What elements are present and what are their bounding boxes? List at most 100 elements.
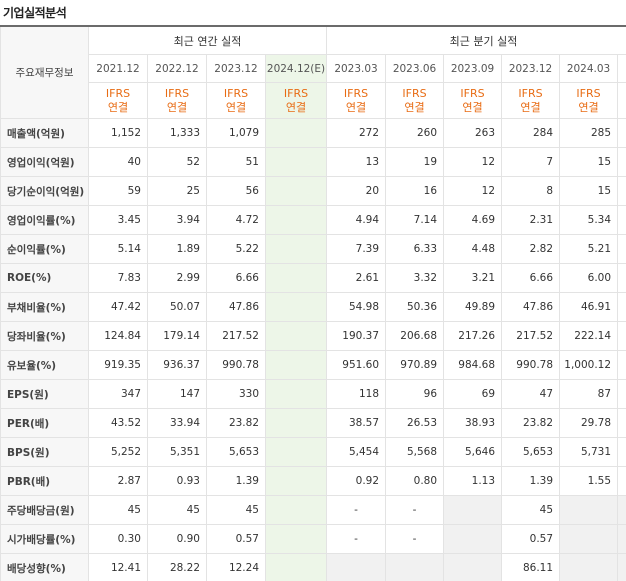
ifrs-line-1: IFRS [402, 86, 427, 100]
table-row: PBR(배) 2.87 0.93 1.39 0.92 0.80 1.13 1.39 1.55 [0, 466, 626, 496]
main-info-header: 주요재무정보 [0, 25, 89, 119]
table-row: 당기순이익(억원) 59 25 56 20 16 12 8 15 [0, 176, 626, 206]
quarter-value-cell: 5.21 [559, 234, 619, 264]
quarter-value-cell: 222.14 [559, 321, 619, 351]
quarter-value-cell: 38.57 [326, 408, 387, 438]
quarter-value-cell: 285 [559, 118, 619, 148]
period-header: 2021.12 [88, 54, 148, 83]
annual-value-cell: 40 [88, 147, 148, 177]
annual-value-cell: 47.42 [88, 292, 148, 322]
partial-column-cell [617, 408, 626, 438]
quarter-value-cell: - [385, 495, 445, 525]
annual-value-cell: 1,152 [88, 118, 148, 148]
ifrs-line-2: 연결 [345, 100, 367, 114]
quarter-value-cell: 86.11 [501, 553, 561, 581]
annual-value-cell: 0.93 [147, 466, 207, 496]
quarter-value-cell [385, 553, 445, 581]
annual-value-cell: 45 [88, 495, 148, 525]
table-row: 영업이익(억원) 40 52 51 13 19 12 7 15 [0, 147, 626, 177]
annual-value-cell: 52 [147, 147, 207, 177]
ifrs-line-1: IFRS [223, 86, 249, 100]
ifrs-label: IFRS 연결 [501, 82, 561, 119]
row-label: BPS(원) [0, 437, 89, 467]
partial-column-header [617, 54, 626, 83]
annual-value-cell: 45 [206, 495, 266, 525]
annual-value-cell [264, 176, 328, 206]
quarter-value-cell: 1.13 [443, 466, 503, 496]
partial-column-cell [617, 292, 626, 322]
annual-value-cell: 47.86 [206, 292, 266, 322]
quarter-value-cell: 5,646 [443, 437, 503, 467]
row-label: 부채비율(%) [0, 292, 89, 322]
quarter-value-cell: 990.78 [501, 350, 561, 380]
row-label: 주당배당금(원) [0, 495, 89, 525]
partial-column-header [617, 82, 626, 119]
quarter-value-cell: 54.98 [326, 292, 387, 322]
table-row: 매출액(억원) 1,152 1,333 1,079 272 260 263 284 285 [0, 118, 626, 148]
annual-value-cell [264, 234, 328, 264]
quarter-value-cell: 5,731 [559, 437, 619, 467]
annual-value-cell: 919.35 [88, 350, 148, 380]
quarter-value-cell [443, 553, 503, 581]
annual-value-cell: 990.78 [206, 350, 266, 380]
period-header: 2023.09 [443, 54, 503, 83]
ifrs-line-1: IFRS [105, 86, 131, 100]
row-label: 시가배당률(%) [0, 524, 89, 554]
annual-value-cell [264, 147, 328, 177]
quarter-value-cell [559, 553, 619, 581]
quarter-value-cell [326, 553, 387, 581]
table-body: 매출액(억원) 1,152 1,333 1,079 272 260 263 284 285 영업이… [0, 118, 626, 581]
ifrs-line-1: IFRS [518, 86, 543, 100]
quarter-value-cell: 29.78 [559, 408, 619, 438]
table-row: PER(배) 43.52 33.94 23.82 38.57 26.53 38.93 23.8… [0, 408, 626, 438]
table-row: BPS(원) 5,252 5,351 5,653 5,454 5,568 5,646 5,65… [0, 437, 626, 467]
table-row: 영업이익률(%) 3.45 3.94 4.72 4.94 7.14 4.69 2.31 5.34 [0, 205, 626, 235]
annual-value-cell: 33.94 [147, 408, 207, 438]
quarter-value-cell: 13 [326, 147, 387, 177]
quarter-value-cell: 0.80 [385, 466, 445, 496]
annual-value-cell [264, 263, 328, 293]
quarter-value-cell: 263 [443, 118, 503, 148]
table-row: ROE(%) 7.83 2.99 6.66 2.61 3.32 3.21 6.66 6.00 [0, 263, 626, 293]
row-label: 영업이익(억원) [0, 147, 89, 177]
annual-value-cell: 347 [88, 379, 148, 409]
period-header: 2022.12 [147, 54, 207, 83]
partial-column-cell [617, 350, 626, 380]
annual-value-cell: 936.37 [147, 350, 207, 380]
ifrs-label: IFRS 연결 [385, 82, 445, 119]
annual-value-cell: 1,079 [206, 118, 266, 148]
quarter-value-cell: 217.52 [501, 321, 561, 351]
period-header: 2023.03 [326, 54, 387, 83]
quarter-value-cell: 0.57 [501, 524, 561, 554]
annual-value-cell: 12.24 [206, 553, 266, 581]
quarter-value-cell [443, 495, 503, 525]
row-label: ROE(%) [0, 263, 89, 293]
annual-value-cell: 5.22 [206, 234, 266, 264]
quarter-value-cell: 7.14 [385, 205, 445, 235]
annual-value-cell [264, 437, 328, 467]
quarter-value-cell: 984.68 [443, 350, 503, 380]
annual-value-cell: 179.14 [147, 321, 207, 351]
ifrs-line-1: IFRS [283, 86, 309, 100]
annual-value-cell [264, 292, 328, 322]
table-row: 시가배당률(%) 0.30 0.90 0.57- -0.57 [0, 524, 626, 554]
ifrs-line-2: 연결 [462, 100, 483, 114]
quarter-value-cell: 12 [443, 176, 503, 206]
annual-value-cell: 330 [206, 379, 266, 409]
annual-value-cell [264, 118, 328, 148]
row-label: PBR(배) [0, 466, 89, 496]
quarter-value-cell: 3.32 [385, 263, 445, 293]
annual-value-cell: 147 [147, 379, 207, 409]
partial-column-cell [617, 118, 626, 148]
period-header: 2024.03 [559, 54, 619, 83]
quarter-value-cell: 970.89 [385, 350, 445, 380]
row-label: 당기순이익(억원) [0, 176, 89, 206]
annual-value-cell: 4.72 [206, 205, 266, 235]
quarter-value-cell: 19 [385, 147, 445, 177]
annual-value-cell [264, 466, 328, 496]
quarter-value-cell: 12 [443, 147, 503, 177]
quarter-value-cell: 4.94 [326, 205, 387, 235]
quarter-value-cell: - [326, 524, 387, 554]
ifrs-label: IFRS 연결 [264, 82, 328, 119]
annual-value-cell: 5,351 [147, 437, 207, 467]
